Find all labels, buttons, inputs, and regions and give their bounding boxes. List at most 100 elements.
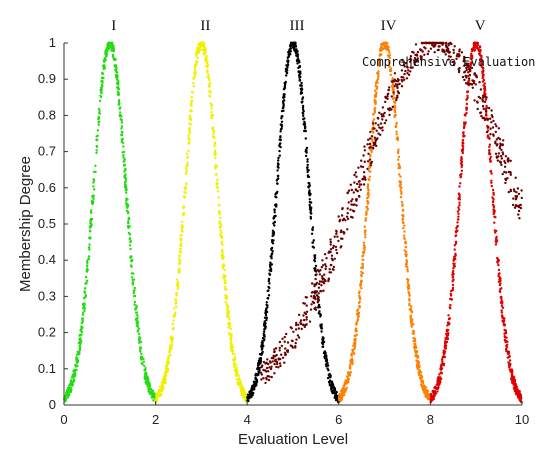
- data-point: [516, 395, 520, 398]
- data-point: [454, 242, 458, 245]
- data-point: [350, 354, 353, 357]
- data-point: [470, 49, 474, 53]
- data-point: [512, 382, 515, 386]
- axes: [63, 43, 522, 406]
- data-point: [193, 72, 197, 75]
- data-point: [402, 63, 406, 66]
- data-point: [210, 114, 213, 117]
- data-point: [360, 159, 363, 162]
- data-point: [157, 388, 161, 392]
- data-point: [514, 176, 517, 179]
- data-point: [363, 149, 367, 152]
- data-point: [313, 254, 317, 257]
- data-point: [437, 377, 440, 380]
- data-point: [85, 281, 88, 285]
- data-point: [463, 134, 466, 138]
- data-point: [479, 111, 483, 114]
- data-point: [335, 398, 338, 401]
- data-point: [388, 65, 391, 68]
- data-point: [489, 117, 492, 120]
- data-point: [501, 172, 504, 176]
- data-point: [187, 134, 190, 138]
- data-point: [264, 369, 267, 372]
- data-point: [362, 183, 366, 186]
- data-point: [409, 314, 412, 317]
- data-point: [174, 298, 177, 301]
- data-point: [414, 354, 417, 358]
- data-point: [495, 240, 498, 243]
- data-point: [173, 307, 176, 310]
- data-point: [180, 244, 183, 248]
- data-point: [277, 163, 280, 167]
- data-point: [447, 55, 451, 58]
- data-point: [409, 58, 413, 61]
- data-point: [298, 72, 302, 76]
- data-point: [223, 276, 226, 279]
- data-point: [445, 329, 448, 332]
- data-point: [306, 160, 309, 163]
- data-point: [69, 379, 73, 382]
- data-point: [500, 300, 503, 304]
- data-point: [421, 50, 424, 53]
- data-point: [299, 319, 303, 322]
- data-point: [398, 173, 401, 176]
- data-point: [304, 154, 308, 158]
- data-point: [264, 381, 267, 385]
- data-point: [401, 203, 404, 206]
- data-point: [80, 328, 83, 332]
- data-point: [309, 209, 313, 212]
- data-point: [397, 148, 400, 151]
- data-point: [205, 54, 208, 58]
- data-point: [407, 283, 410, 286]
- data-point: [266, 304, 269, 307]
- data-point: [510, 381, 514, 384]
- data-point: [518, 204, 521, 207]
- data-point: [127, 217, 131, 221]
- data-point: [503, 160, 506, 163]
- data-point: [294, 345, 297, 348]
- data-point: [278, 349, 281, 352]
- data-point: [323, 273, 326, 276]
- data-point: [479, 97, 482, 100]
- data-point: [182, 214, 185, 217]
- data-point: [195, 64, 198, 67]
- data-point: [187, 140, 191, 143]
- data-point: [322, 340, 326, 344]
- data-point: [160, 387, 164, 390]
- data-point: [493, 221, 496, 224]
- data-point: [96, 129, 100, 132]
- data-point: [347, 371, 350, 374]
- data-point: [490, 184, 493, 188]
- data-point: [449, 41, 452, 45]
- data-point: [122, 154, 125, 157]
- data-point: [152, 399, 155, 402]
- data-point: [369, 164, 373, 167]
- data-point: [135, 304, 138, 307]
- data-point: [184, 166, 188, 170]
- data-point: [383, 121, 386, 125]
- data-point: [276, 182, 279, 185]
- data-point: [412, 332, 416, 335]
- data-point: [95, 144, 99, 148]
- data-point: [229, 338, 233, 341]
- data-point: [151, 392, 154, 395]
- data-point: [217, 196, 220, 199]
- data-point: [301, 108, 305, 111]
- data-point: [207, 73, 210, 76]
- data-point: [317, 296, 320, 299]
- data-point: [270, 247, 273, 251]
- data-point: [517, 390, 520, 393]
- data-point: [352, 348, 356, 351]
- data-point: [272, 230, 275, 234]
- data-point: [366, 167, 369, 171]
- data-point: [228, 333, 231, 336]
- data-point: [339, 246, 342, 249]
- data-point: [117, 86, 120, 90]
- data-point: [237, 374, 240, 377]
- series-1-points: [62, 41, 157, 403]
- data-point: [117, 93, 120, 97]
- data-point: [445, 340, 449, 344]
- data-point: [132, 289, 135, 293]
- data-point: [481, 116, 484, 120]
- data-point: [462, 131, 465, 135]
